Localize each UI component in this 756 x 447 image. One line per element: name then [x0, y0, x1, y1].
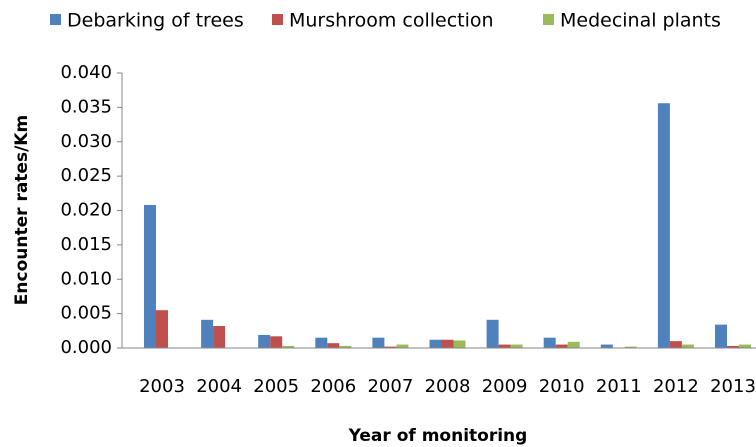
x-tick-label: 2011 [596, 376, 642, 397]
legend-swatch [272, 14, 283, 25]
y-tick-label: 0.015 [60, 234, 112, 255]
bar [715, 324, 727, 348]
bar [657, 103, 670, 348]
x-tick-label: 2009 [482, 376, 528, 397]
bar [396, 344, 409, 348]
x-tick-label: 2003 [139, 376, 185, 397]
bar [567, 341, 580, 348]
bar [315, 337, 328, 348]
bar [600, 344, 613, 348]
legend-swatch [543, 14, 554, 25]
bar [384, 346, 397, 348]
x-tick-label: 2007 [367, 376, 413, 397]
y-tick-label: 0.020 [60, 200, 112, 221]
legend-label: Murshroom collection [289, 10, 494, 32]
x-tick-label: 2006 [310, 376, 356, 397]
bar [144, 205, 156, 348]
y-tick-label: 0.025 [60, 165, 112, 186]
bar [327, 343, 340, 348]
legend-label: Medecinal plants [560, 10, 721, 32]
x-tick-label: 2004 [196, 376, 242, 397]
legend-swatch [50, 14, 61, 25]
bar [156, 310, 168, 348]
bar [282, 345, 295, 348]
x-tick-label: 2008 [425, 376, 471, 397]
bar [739, 344, 751, 348]
bar [669, 341, 682, 348]
bar [543, 337, 556, 348]
y-tick-label: 0.040 [60, 62, 112, 83]
y-tick-label: 0.035 [60, 96, 112, 117]
bar [201, 319, 214, 348]
bar [727, 345, 739, 348]
bar [510, 344, 523, 348]
bar [372, 337, 385, 348]
bar [681, 344, 694, 348]
y-tick-label: 0.005 [60, 303, 112, 324]
bar [441, 339, 454, 348]
bar [486, 319, 499, 348]
bar [453, 340, 466, 348]
bar [270, 336, 283, 348]
y-axis-title: Encounter rates/Km [12, 115, 32, 305]
x-tick-label: 2012 [653, 376, 699, 397]
bar [429, 339, 442, 348]
bar [498, 344, 511, 348]
bar [213, 326, 226, 348]
x-tick-label: 2010 [539, 376, 585, 397]
legend-label: Debarking of trees [67, 10, 244, 32]
y-tick-label: 0.030 [60, 131, 112, 152]
bar [555, 344, 568, 348]
bar [339, 345, 352, 348]
x-tick-label: 2005 [253, 376, 299, 397]
y-tick-label: 0.000 [60, 337, 112, 358]
x-tick-label: 2013 [710, 376, 756, 397]
y-tick-label: 0.010 [60, 268, 112, 289]
bar [258, 334, 271, 348]
bar [624, 346, 637, 348]
x-axis-title: Year of monitoring [348, 426, 528, 446]
